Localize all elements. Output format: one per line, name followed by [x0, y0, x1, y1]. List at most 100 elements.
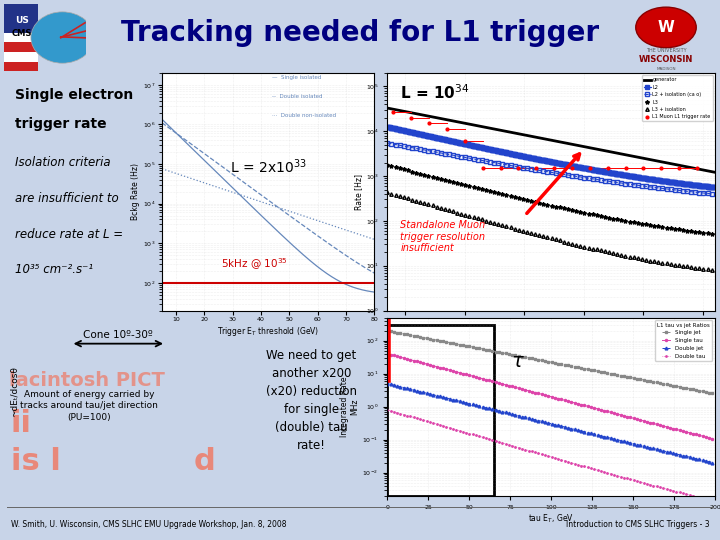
Double jet	[682, 453, 690, 460]
L2	[621, 172, 630, 178]
Bar	[387, 325, 494, 496]
Text: Amount of energy carried by
tracks around tau/jet direction
(PU=100): Amount of energy carried by tracks aroun…	[20, 389, 158, 422]
L3	[707, 231, 716, 237]
L3 + isolation	[707, 266, 716, 273]
Text: Standalone Muon
trigger resolution
insufficient: Standalone Muon trigger resolution insuf…	[400, 220, 485, 253]
generator	[383, 105, 392, 111]
Text: Introduction to CMS SLHC Triggers - 3: Introduction to CMS SLHC Triggers - 3	[566, 520, 709, 529]
Double tau	[577, 462, 585, 469]
Single tau	[682, 429, 690, 435]
Circle shape	[636, 7, 696, 48]
Text: Cone 10º-30º: Cone 10º-30º	[84, 330, 153, 340]
Text: —  Single isolated: — Single isolated	[272, 75, 322, 80]
generator	[589, 145, 598, 152]
L2	[490, 147, 498, 153]
Double tau	[682, 491, 690, 497]
Text: L = 10$^{34}$: L = 10$^{34}$	[400, 83, 470, 102]
Line: L2: L2	[386, 125, 716, 189]
Double tau	[459, 428, 467, 435]
Text: d: d	[193, 447, 215, 476]
Single jet	[692, 387, 701, 393]
L2	[619, 172, 628, 178]
Text: Isolation criteria: Isolation criteria	[15, 157, 111, 170]
Text: W. Smith, U. Wisconsin, CMS SLHC EMU Upgrade Workshop, Jan. 8, 2008: W. Smith, U. Wisconsin, CMS SLHC EMU Upg…	[11, 520, 287, 529]
Y-axis label: Bckg Rate (Hz): Bckg Rate (Hz)	[131, 163, 140, 220]
L2 + isolation (ca o)	[670, 187, 679, 193]
Line: Double jet: Double jet	[386, 382, 714, 464]
Double jet	[551, 421, 559, 428]
generator	[619, 151, 628, 158]
Y-axis label: Integrated Rate
MHz: Integrated Rate MHz	[340, 376, 359, 437]
Double tau	[708, 497, 717, 504]
L2 + isolation (ca o)	[383, 140, 392, 146]
Text: --  Double isolated: -- Double isolated	[272, 94, 323, 99]
Text: US: US	[15, 16, 29, 25]
Double tau	[692, 493, 701, 500]
Text: trigger rate: trigger rate	[15, 117, 107, 131]
Single jet	[383, 327, 392, 334]
L2	[423, 132, 431, 139]
generator	[490, 126, 498, 132]
Legend: Single jet, Single tau, Double jet, Double tau: Single jet, Single tau, Double jet, Doub…	[655, 320, 712, 361]
L3 + isolation	[670, 261, 679, 268]
Y-axis label: Rate [Hz]: Rate [Hz]	[354, 174, 363, 210]
L3 + isolation	[527, 230, 536, 236]
Text: CMS: CMS	[12, 29, 32, 38]
L2 + isolation (ca o)	[593, 176, 601, 183]
Double jet	[708, 459, 717, 465]
Circle shape	[31, 12, 94, 63]
Single tau	[459, 370, 467, 377]
L3	[527, 198, 536, 204]
Text: THE UNIVERSITY: THE UNIVERSITY	[646, 49, 686, 53]
Single jet	[708, 390, 717, 396]
L3	[576, 208, 585, 215]
Text: ~dEₜ/dcosθ: ~dEₜ/dcosθ	[9, 367, 19, 417]
L3	[593, 212, 601, 219]
Text: 10³⁵ cm⁻².s⁻¹: 10³⁵ cm⁻².s⁻¹	[15, 264, 93, 276]
Text: L = 2x10$^{33}$: L = 2x10$^{33}$	[230, 157, 307, 176]
L3	[580, 210, 589, 216]
X-axis label: Trigger E$_T$ threshold (GeV): Trigger E$_T$ threshold (GeV)	[217, 325, 320, 338]
L3	[605, 214, 613, 221]
Single jet	[682, 385, 690, 392]
L2	[513, 152, 521, 158]
X-axis label: tau E$_T$, GeV: tau E$_T$, GeV	[528, 512, 574, 525]
Single tau	[577, 401, 585, 408]
Text: τ: τ	[512, 353, 523, 372]
Single jet	[446, 340, 454, 346]
L2	[711, 184, 719, 191]
L3	[670, 226, 679, 232]
L3	[383, 162, 392, 168]
L2 + isolation (ca o)	[580, 174, 589, 181]
L2 + isolation (ca o)	[576, 174, 585, 180]
L2 + isolation (ca o)	[527, 166, 536, 172]
Line: Single jet: Single jet	[386, 329, 714, 395]
Text: 5kHz @ 10$^{35}$: 5kHz @ 10$^{35}$	[222, 256, 288, 272]
Text: W: W	[657, 20, 675, 35]
Text: WISCONSIN: WISCONSIN	[639, 55, 693, 64]
generator	[423, 112, 431, 119]
generator	[621, 152, 630, 158]
Double jet	[577, 428, 585, 434]
Double jet	[383, 380, 392, 387]
Line: L3: L3	[385, 163, 714, 235]
Single jet	[577, 364, 585, 371]
Legend: generator, L2, L2 + isolation (ca o), L3, L3 + isolation, L1 Muon L1 trigger rat: generator, L2, L2 + isolation (ca o), L3…	[642, 76, 713, 122]
Single tau	[692, 431, 701, 438]
Single tau	[708, 435, 717, 442]
Line: L2 + isolation (ca o): L2 + isolation (ca o)	[386, 141, 714, 195]
Text: ii: ii	[11, 409, 32, 438]
X-axis label: $p_T^{\mu}$ threshold [GeV/c]: $p_T^{\mu}$ threshold [GeV/c]	[511, 327, 591, 342]
Text: reduce rate at L =: reduce rate at L =	[15, 228, 123, 241]
generator	[711, 169, 719, 176]
Double jet	[446, 396, 454, 402]
Line: Single tau: Single tau	[385, 352, 714, 441]
Single jet	[459, 342, 467, 348]
Text: is l: is l	[11, 447, 60, 476]
Double jet	[459, 399, 467, 406]
generator	[513, 130, 521, 137]
Line: L3 + isolation: L3 + isolation	[386, 191, 714, 271]
Double jet	[692, 455, 701, 462]
L3 + isolation	[605, 249, 613, 255]
L2 + isolation (ca o)	[605, 178, 613, 185]
